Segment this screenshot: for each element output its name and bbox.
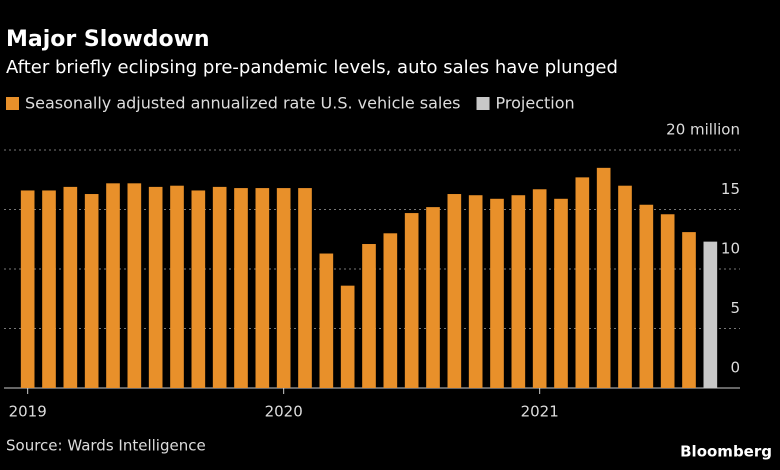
chart-title: Major Slowdown: [6, 27, 210, 52]
legend-swatch: [6, 97, 19, 110]
y-tick-label: 10: [721, 240, 740, 258]
bar: [276, 188, 291, 388]
bar: [106, 183, 120, 388]
y-tick-label: 20 million: [666, 121, 740, 139]
x-tick-label: 2020: [265, 403, 303, 421]
bar: [234, 188, 248, 388]
x-tick-label: 2021: [521, 403, 559, 421]
legend-swatch: [476, 97, 490, 110]
bar: [127, 183, 142, 388]
bar: [426, 207, 440, 388]
bar: [618, 185, 632, 388]
bar: [170, 185, 184, 388]
bar: [404, 213, 419, 388]
bar: [447, 194, 462, 388]
legend-label: Seasonally adjusted annualized rate U.S.…: [25, 94, 461, 113]
bar: [490, 198, 504, 388]
x-tick-label: 2019: [9, 403, 47, 421]
bar: [340, 285, 355, 388]
bar: [554, 198, 568, 388]
bar: [255, 188, 270, 388]
bar: [383, 233, 398, 388]
source: Source: Wards Intelligence: [6, 437, 206, 455]
bar: [682, 232, 696, 388]
bar: [575, 177, 590, 388]
bar: [532, 189, 547, 388]
bar: [703, 241, 718, 388]
brand: Bloomberg: [680, 443, 772, 461]
y-tick-label: 15: [721, 180, 740, 198]
chart-subtitle: After briefly eclipsing pre-pandemic lev…: [6, 57, 618, 78]
y-tick-label: 0: [730, 359, 740, 377]
bar: [84, 194, 99, 388]
bar: [319, 253, 334, 388]
bar: [468, 195, 483, 388]
bar: [148, 186, 163, 388]
bar: [42, 190, 56, 388]
bar: [212, 186, 227, 388]
bar: [362, 244, 376, 388]
bar: [298, 188, 312, 388]
bar: [191, 190, 206, 388]
bar: [20, 190, 35, 388]
bar: [63, 186, 78, 388]
legend-label: Projection: [496, 94, 575, 113]
bar: [511, 195, 526, 388]
bar: [639, 204, 654, 388]
bar: [660, 214, 675, 388]
y-tick-label: 5: [730, 299, 740, 317]
bar: [596, 167, 611, 388]
